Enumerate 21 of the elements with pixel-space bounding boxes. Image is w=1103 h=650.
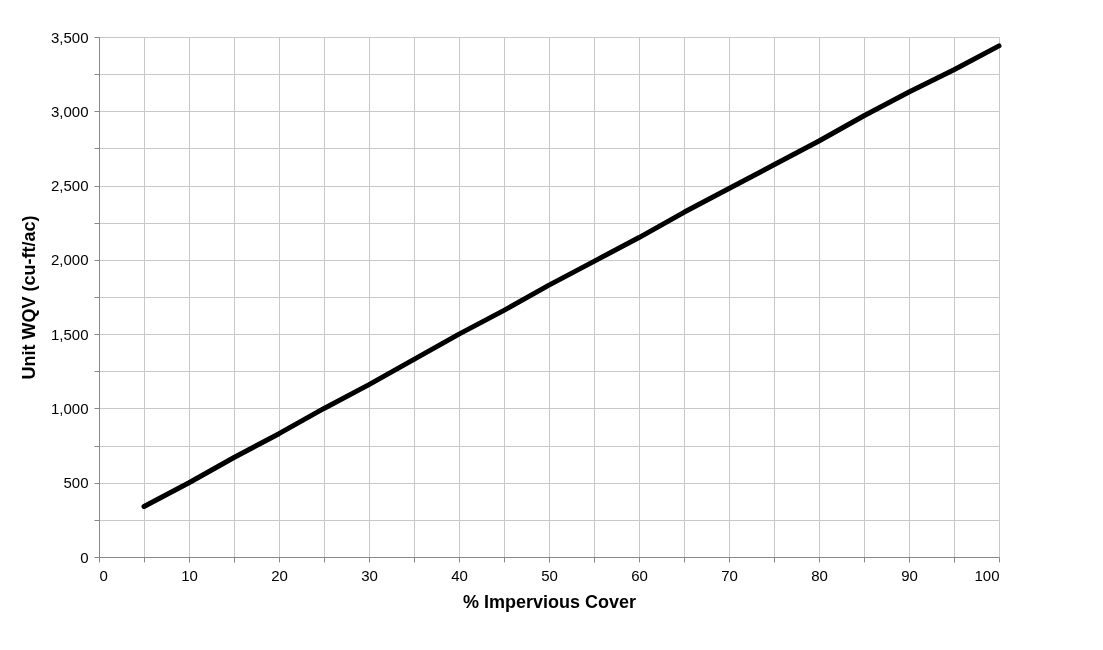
x-tick-label: 40 (451, 566, 468, 584)
x-tick-label: 10 (181, 566, 198, 584)
y-tick-label: 1,500 (50, 325, 89, 343)
x-tick-label: 80 (811, 566, 828, 584)
x-tick-label: 90 (901, 566, 918, 584)
y-tick-label: 2,500 (50, 177, 89, 195)
x-tick-label: 100 (974, 566, 1000, 584)
y-axis-title: Unit WQV (cu-ft/ac) (18, 215, 39, 380)
y-tick-label: 3,000 (50, 102, 89, 120)
x-tick-label: 30 (361, 566, 378, 584)
y-tick-label: 3,500 (50, 28, 89, 46)
x-tick-label: 60 (631, 566, 648, 584)
x-tick-label: 50 (541, 566, 558, 584)
x-tick-label: 0 (99, 566, 108, 584)
y-tick-label: 500 (63, 474, 89, 492)
x-tick-label: 20 (271, 566, 288, 584)
x-tick-label: 70 (721, 566, 738, 584)
y-tick-label: 2,000 (50, 251, 89, 269)
y-tick-label: 0 (80, 548, 89, 566)
y-tick-label: 1,000 (50, 399, 89, 417)
x-axis-title: % Impervious Cover (462, 591, 637, 612)
